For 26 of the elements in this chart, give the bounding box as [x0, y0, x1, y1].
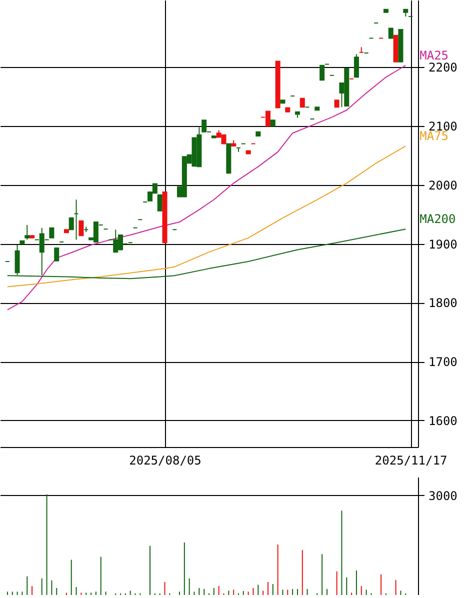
line-series: [6, 228, 406, 280]
candlestick: [68, 217, 74, 230]
y-tick-label: 1600: [428, 414, 458, 428]
candlestick: [24, 224, 30, 240]
line-series: [6, 64, 406, 310]
candlestick: [354, 54, 359, 78]
candlestick: [14, 244, 20, 276]
candlestick: [49, 227, 54, 238]
candlestick: [320, 64, 325, 81]
candlestick: [78, 220, 84, 236]
y-tick-label: 1800: [428, 296, 458, 310]
x-tick-label: 2025/08/05: [129, 454, 202, 468]
y-tick-label: 1900: [428, 237, 458, 252]
x-tick-label: 2025/11/17: [374, 454, 448, 468]
candlestick: [388, 28, 394, 39]
candlestick: [265, 110, 270, 127]
candlestick: [54, 247, 60, 262]
series-label: MA25: [420, 48, 449, 62]
y-tick-label: 2200: [428, 60, 458, 75]
series-label: MA200: [420, 212, 456, 226]
candlestick: [202, 120, 207, 132]
y-tick-label: 2000: [428, 178, 458, 192]
y-tick-label: 3000: [428, 488, 458, 503]
line-series: [6, 146, 406, 288]
y-tick-label: 1700: [428, 355, 458, 370]
candlestick: [157, 194, 162, 212]
